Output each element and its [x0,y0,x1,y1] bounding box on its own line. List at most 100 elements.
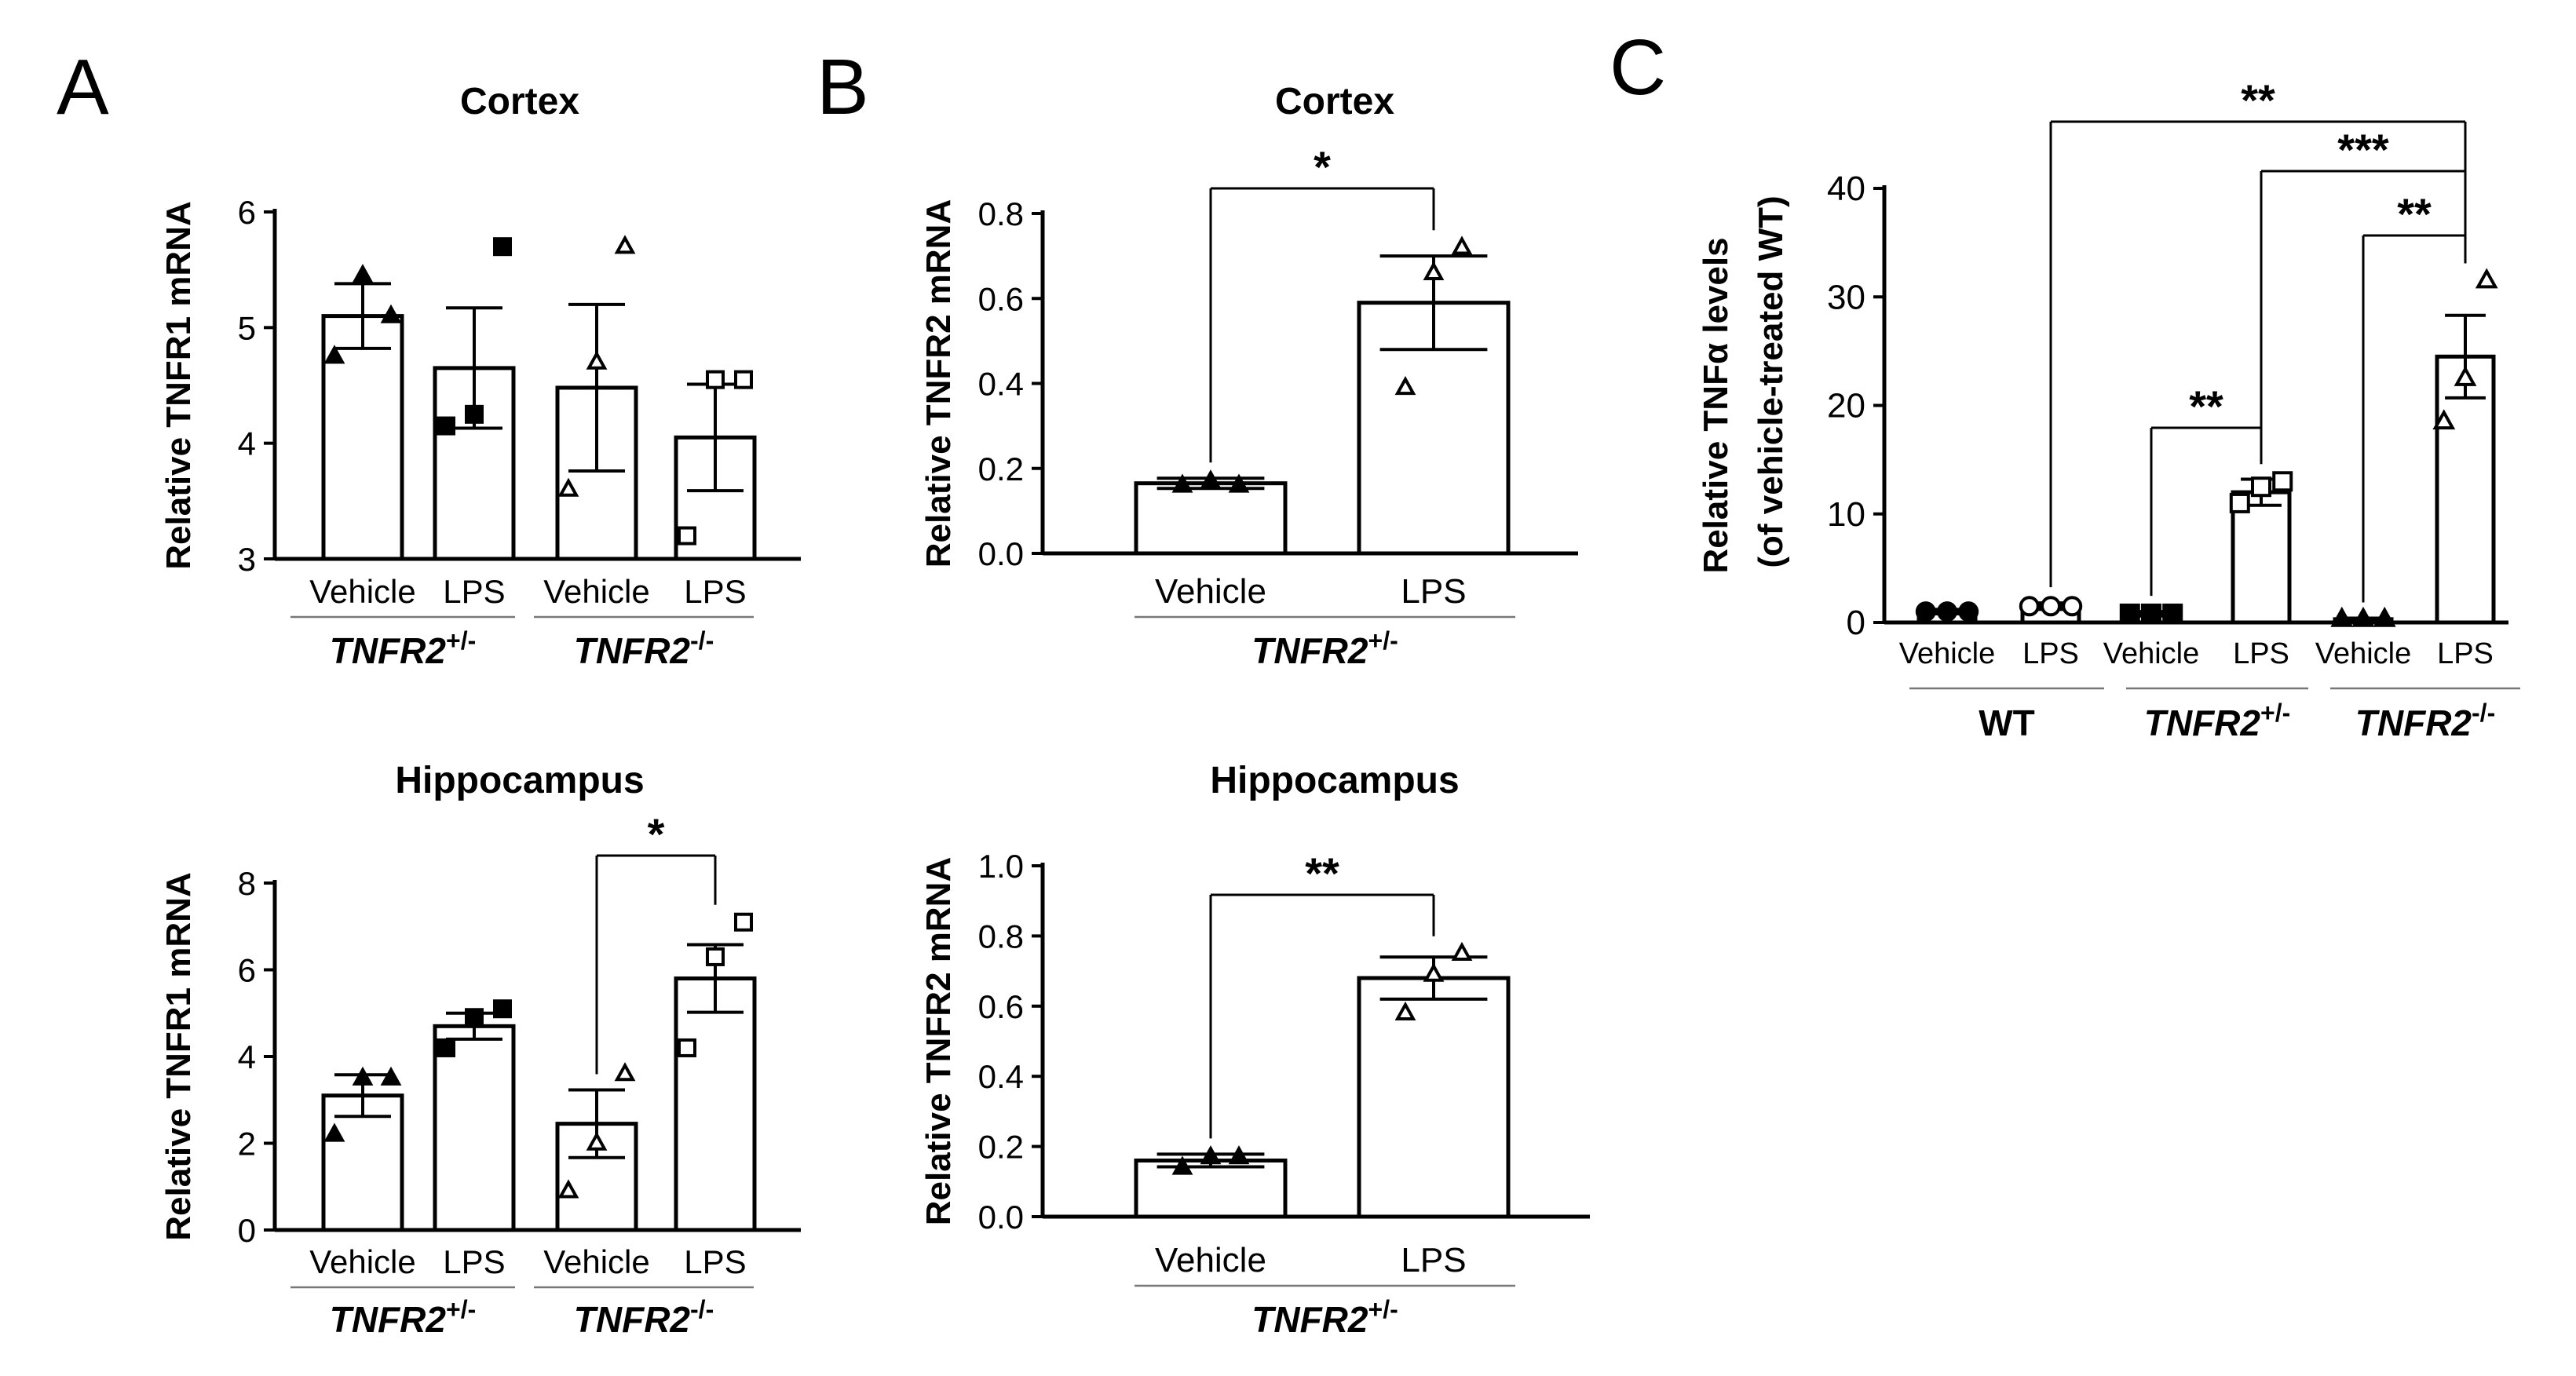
data-point [380,304,402,323]
data-point [437,1038,455,1057]
data-point [557,477,579,497]
group-label-superscript: +/- [446,1295,476,1323]
chart-title: Cortex [460,81,579,122]
data-point [493,999,512,1019]
y-tick-label: 0 [238,1212,256,1249]
data-point [586,350,608,370]
bar [2231,490,2292,625]
data-point [1171,1155,1193,1175]
data-point [2272,471,2293,492]
data-point [2373,606,2396,627]
y-tick-label: 40 [1827,170,1865,208]
data-point [493,237,512,257]
data-point [1228,473,1250,493]
x-tick-label: Vehicle [2315,637,2412,670]
y-tick-label: 0.0 [978,535,1024,572]
significance-label: * [648,809,665,859]
group-label-name: WT [1979,703,2035,743]
data-point [1915,601,1936,622]
y-tick-label: 4 [238,1038,256,1075]
y-axis-label: Relative TNFR1 mRNA [159,872,198,1240]
panel-letter: C [1610,24,1666,111]
data-point [678,526,696,546]
panel-a-cortex: A Cortex Relative TNFR1 mRNA 3 4 5 6 Vehicle LPS… [57,43,801,671]
data-point [323,1122,345,1142]
y-tick-label: 4 [238,425,256,462]
x-tick-label: LPS [2437,637,2494,670]
data-point [2475,268,2498,289]
group-label-name: TNFR2 [2144,703,2261,743]
group-label-name: TNFR2 [574,630,691,671]
data-point [1200,1145,1222,1165]
group-label: TNFR2-/- [574,1295,714,1340]
x-tick-label: Vehicle [309,1243,415,1280]
group-label-superscript: +/- [1368,1295,1398,1323]
group-label-name: TNFR2 [574,1299,691,1340]
data-point [2229,492,2250,513]
data-point [734,370,753,389]
group-label-name: TNFR2 [330,630,447,671]
group-label: WT [1979,703,2035,743]
data-point [2041,596,2061,617]
y-axis-label-2: (of vehicle-treated WT) [1752,195,1790,568]
panel-b-hippocampus: Hippocampus Relative TNFR2 mRNA 0.0 0.2 0.4 0… [919,760,1590,1340]
bar [1134,481,1288,556]
y-tick-label: 20 [1827,387,1865,425]
bar [1134,1158,1288,1219]
significance-label: ** [2241,75,2275,125]
data-point [614,1062,636,1082]
y-tick-label: 0.8 [978,195,1024,232]
y-tick-label: 3 [238,541,256,578]
group-label: TNFR2+/- [1251,1295,1398,1340]
panel-a-hippocampus: Hippocampus Relative TNFR1 mRNA 0 2 4 6 8 Vehic… [159,760,801,1340]
y-tick-label: 6 [238,194,256,231]
data-point [1171,473,1193,493]
data-point [352,264,374,283]
data-point [2062,596,2083,617]
data-point [2251,476,2271,498]
data-point [1200,469,1222,489]
data-point [2141,603,2161,624]
data-point [1958,601,1979,622]
data-point [1423,261,1445,280]
bar [674,976,757,1232]
significance-label: ** [2397,189,2432,239]
chart-title: Cortex [1275,81,1394,122]
y-tick-label: 0.6 [978,988,1024,1025]
y-axis-label: Relative TNFR2 mRNA [919,857,958,1225]
y-tick-label: 0.0 [978,1199,1024,1235]
y-tick-label: 30 [1827,278,1865,316]
x-tick-label: Vehicle [543,1243,649,1280]
group-label-superscript: +/- [2260,699,2290,727]
data-point [2432,409,2456,430]
data-point [1394,375,1416,396]
x-tick-label: Vehicle [1899,637,1996,670]
significance-label: ** [1305,849,1339,898]
group-label: TNFR2-/- [574,626,714,671]
significance-label: * [1314,142,1331,192]
group-label-superscript: -/- [690,1295,714,1323]
data-point [706,370,725,389]
group-label-name: TNFR2 [1251,630,1368,671]
x-tick-label: LPS [1401,1241,1466,1279]
group-label: TNFR2-/- [2355,699,2495,743]
y-tick-label: 2 [238,1126,256,1162]
data-point [323,345,345,364]
data-point [1423,962,1445,982]
data-point [352,1066,374,1086]
x-tick-label: LPS [443,573,505,610]
x-tick-label: Vehicle [1155,572,1266,611]
chart-title: Hippocampus [395,760,644,801]
significance-label: ** [2189,381,2223,431]
panel-c-tnf-levels: C Relative TNFα levels (of vehicle-treated… [1610,24,2520,743]
y-tick-label: 5 [238,309,256,346]
group-label-superscript: +/- [1368,626,1398,655]
data-point [2019,596,2040,617]
data-point [678,1038,696,1057]
data-point [734,912,753,932]
y-tick-label: 8 [238,865,256,902]
data-point [2162,603,2183,624]
chart-title: Hippocampus [1210,760,1459,801]
group-label-superscript: +/- [446,626,476,655]
y-tick-label: 10 [1827,495,1865,534]
